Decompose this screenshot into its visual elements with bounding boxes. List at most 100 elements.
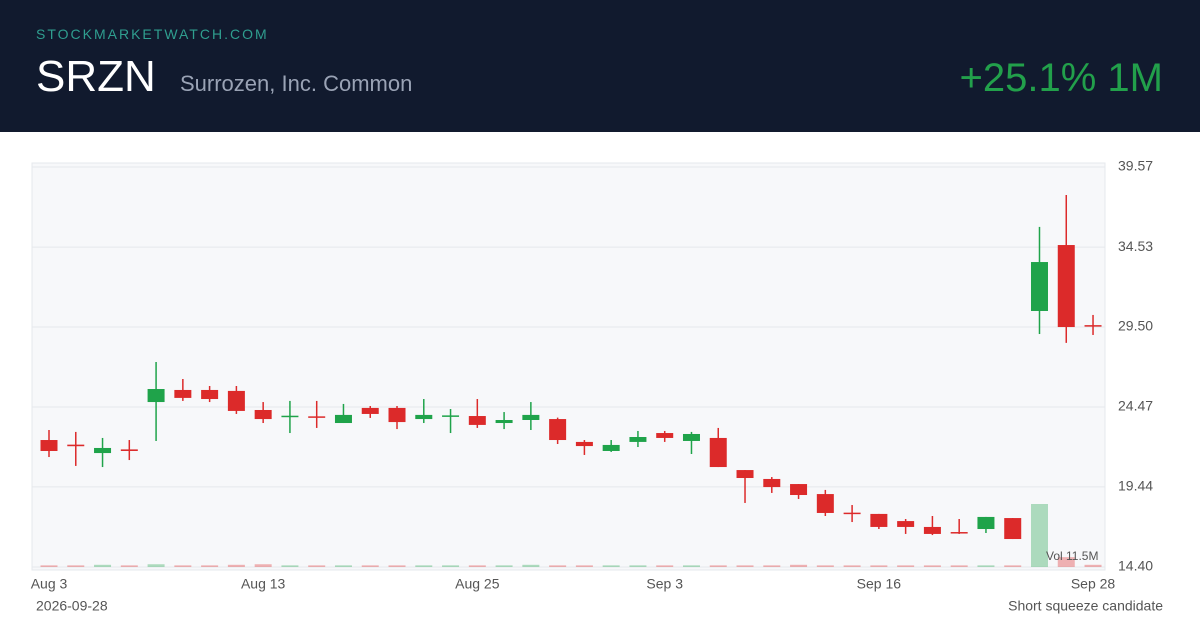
volume-bar — [120, 565, 138, 567]
candle-body — [656, 433, 674, 438]
candle-body — [1057, 245, 1075, 328]
volume-bar — [1057, 557, 1075, 567]
y-tick-label: 24.47 — [1118, 398, 1153, 414]
volume-bar — [495, 565, 513, 567]
volume-bar — [816, 565, 834, 567]
candle-body — [549, 419, 567, 441]
candle-body — [682, 433, 700, 441]
plot-area — [31, 162, 1106, 571]
candle-body — [575, 441, 593, 447]
volume-bar — [870, 565, 888, 567]
volume-bar — [602, 565, 620, 567]
y-tick-label: 19.44 — [1118, 478, 1153, 494]
candle-body — [67, 444, 85, 447]
candle-body — [816, 494, 834, 513]
candle-body — [950, 532, 968, 534]
volume-bar — [575, 565, 593, 567]
volume-bar — [227, 564, 245, 567]
candle-body — [897, 521, 915, 527]
y-tick-label: 14.40 — [1118, 558, 1153, 574]
candle-body — [174, 389, 192, 398]
volume-bar — [736, 565, 754, 567]
volume-bar — [656, 565, 674, 567]
volume-bar — [147, 564, 165, 567]
candle-body — [442, 415, 460, 417]
candle-body — [254, 409, 272, 420]
volume-bar — [1084, 564, 1102, 567]
volume-bar — [94, 564, 112, 567]
volume-bar — [709, 565, 727, 567]
ticker: SRZN — [36, 52, 156, 101]
volume-bar — [897, 565, 915, 567]
x-tick-label: Aug 25 — [455, 576, 500, 592]
volume-bar — [1030, 504, 1048, 567]
candle-body — [1084, 325, 1102, 327]
candle-body — [870, 513, 888, 527]
x-tick-label: Aug 13 — [241, 576, 286, 592]
volume-bar — [522, 564, 540, 567]
candle-body — [227, 390, 245, 411]
candle-body — [522, 414, 540, 420]
candle-body — [1030, 262, 1048, 311]
candle-body — [281, 415, 299, 418]
volume-bar — [388, 565, 406, 567]
volume-bar — [201, 565, 219, 567]
candle-body — [763, 478, 781, 488]
site-name: STOCKMARKETWATCH.COM — [36, 26, 269, 42]
candle-body — [495, 419, 513, 424]
candle-body — [308, 416, 326, 418]
volume-bar — [468, 565, 486, 567]
candle-body — [843, 512, 861, 515]
candle-body — [602, 444, 620, 451]
volume-label: Vol 11.5M — [1046, 549, 1098, 563]
volume-bar — [549, 565, 567, 567]
volume-bar — [977, 565, 995, 567]
candle-body — [923, 526, 941, 534]
volume-bar — [950, 565, 968, 567]
volume-bar — [790, 564, 808, 567]
y-tick-label: 34.53 — [1118, 238, 1153, 254]
candle-body — [736, 470, 754, 479]
y-tick-label: 29.50 — [1118, 318, 1153, 334]
header: STOCKMARKETWATCH.COM SRZN Surrozen, Inc.… — [0, 0, 1200, 132]
candle-body — [415, 414, 433, 420]
candle-body — [94, 447, 112, 454]
x-tick-label: Aug 3 — [31, 576, 68, 592]
candle-body — [120, 449, 138, 451]
price-change: +25.1% 1M — [959, 56, 1163, 100]
candle-body — [334, 414, 352, 424]
volume-bar — [281, 565, 299, 567]
volume-bar — [682, 565, 700, 567]
volume-bar — [254, 564, 272, 567]
volume-bar — [40, 565, 58, 567]
candle-body — [977, 516, 995, 530]
volume-bar — [1004, 565, 1022, 567]
candle-body — [790, 484, 808, 496]
volume-bar — [415, 565, 433, 567]
volume-bar — [334, 565, 352, 567]
volume-bar — [308, 565, 326, 567]
candle-body — [388, 407, 406, 423]
candle-body — [468, 416, 486, 425]
x-tick-label: Sep 28 — [1071, 576, 1116, 592]
y-tick-label: 39.57 — [1118, 158, 1153, 174]
candle-body — [361, 407, 379, 414]
candle-body — [147, 389, 165, 403]
volume-bar — [67, 565, 85, 567]
volume-bar — [629, 565, 647, 567]
candle-body — [709, 437, 727, 468]
chart: 2026-09-28 Short squeeze candidate 14.40… — [31, 158, 1164, 614]
candle-body — [1004, 518, 1022, 540]
candle-body — [629, 437, 647, 442]
volume-bar — [923, 565, 941, 567]
company-name: Surrozen, Inc. Common — [180, 71, 413, 96]
footer-note: Short squeeze candidate — [1008, 598, 1163, 614]
volume-bar — [361, 565, 379, 567]
x-tick-label: Sep 16 — [857, 576, 902, 592]
volume-bar — [763, 565, 781, 567]
volume-bar — [442, 565, 460, 567]
volume-bar — [843, 565, 861, 567]
volume-bar — [174, 565, 192, 567]
candle-body — [201, 389, 219, 400]
